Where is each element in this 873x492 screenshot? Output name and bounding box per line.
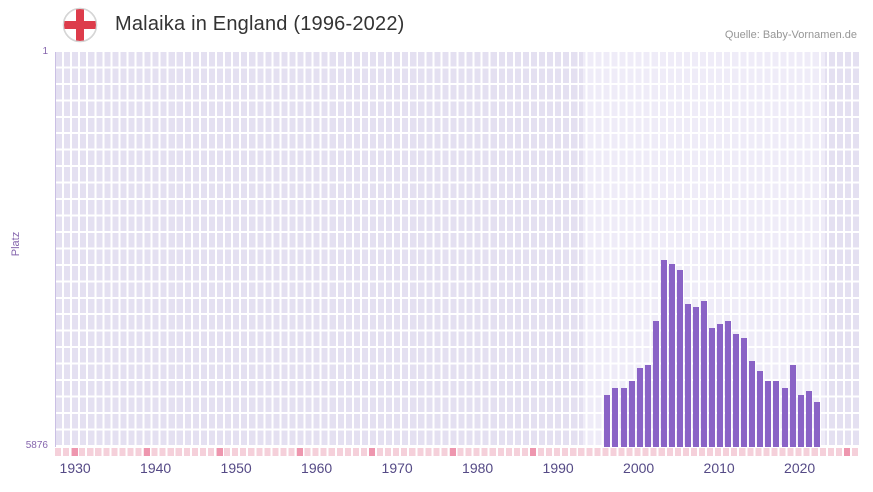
chart-header: Malaika in England (1996-2022) Quelle: B…	[0, 0, 873, 50]
bar-2019	[789, 364, 796, 447]
bar-2020	[797, 394, 804, 447]
bar-1997	[612, 388, 619, 447]
bar-2016	[765, 381, 772, 447]
strip-mark-1939	[144, 448, 151, 456]
x-tick-1930: 1930	[59, 460, 91, 476]
y-axis-title: Platz	[10, 231, 22, 257]
grid-overlay	[56, 52, 860, 447]
bar-2002	[652, 320, 659, 447]
strip-mark-1930	[71, 448, 78, 456]
x-tick-2000: 2000	[623, 460, 655, 476]
x-axis-strip	[55, 448, 860, 456]
page-title: Malaika in England (1996-2022)	[115, 13, 405, 35]
strip-mark-1967	[369, 448, 376, 456]
x-tick-1960: 1960	[301, 460, 333, 476]
bar-2013	[741, 337, 748, 447]
bar-2014	[749, 361, 756, 447]
plot-area	[55, 52, 860, 447]
x-tick-1940: 1940	[140, 460, 172, 476]
bar-1998	[620, 388, 627, 447]
x-tick-2010: 2010	[703, 460, 735, 476]
bar-2004	[668, 263, 675, 447]
bar-2021	[805, 391, 812, 447]
strip-mark-1948	[216, 448, 223, 456]
bar-2011	[725, 320, 732, 447]
bar-2017	[773, 381, 780, 447]
bar-2007	[692, 307, 699, 447]
bar-2000	[636, 367, 643, 447]
bar-2022	[813, 401, 820, 447]
source-credit: Quelle: Baby-Vornamen.de	[724, 29, 857, 41]
x-tick-1980: 1980	[462, 460, 494, 476]
bar-2018	[781, 388, 788, 447]
bar-1999	[628, 381, 635, 447]
bar-2010	[717, 324, 724, 447]
bar-2015	[757, 371, 764, 447]
bar-2008	[701, 300, 708, 447]
strip-mark-1977	[449, 448, 456, 456]
england-flag-icon	[62, 7, 98, 43]
bar-2005	[676, 270, 683, 447]
bar-2001	[644, 364, 651, 447]
x-tick-1990: 1990	[542, 460, 574, 476]
x-axis-tick-labels: 1930 1940 1950 1960 1970 1980 1990 2000 2010 2020	[55, 460, 860, 482]
bar-2012	[733, 334, 740, 447]
x-tick-1970: 1970	[381, 460, 413, 476]
bar-1996	[604, 394, 611, 447]
strip-mark-1958	[297, 448, 303, 456]
bar-2003	[660, 260, 667, 447]
bar-2006	[684, 304, 691, 447]
strip-mark-2026	[844, 448, 851, 456]
strip-mark-1987	[530, 448, 537, 456]
y-tick-bottom: 5876	[25, 440, 48, 451]
x-tick-1950: 1950	[220, 460, 252, 476]
x-tick-2020: 2020	[784, 460, 816, 476]
y-tick-top: 1	[42, 46, 48, 57]
bar-2009	[709, 327, 716, 447]
